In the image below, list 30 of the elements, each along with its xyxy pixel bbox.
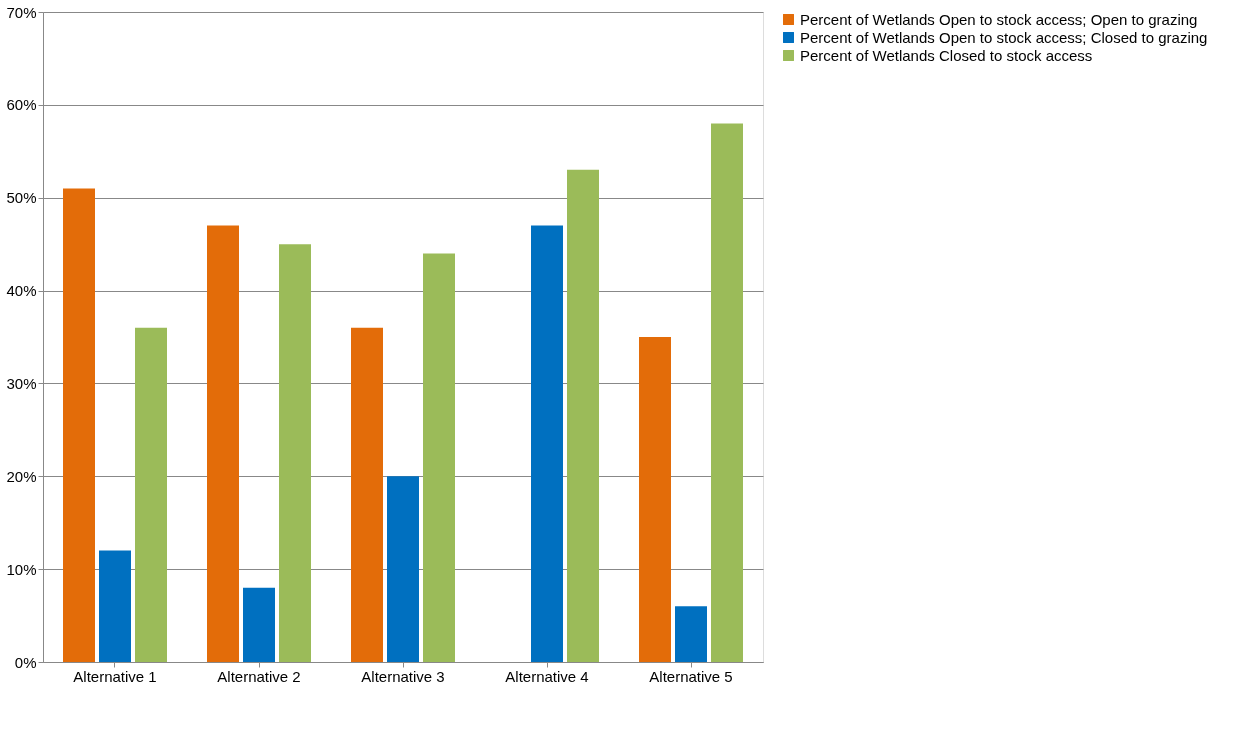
y-tick-label: 70%: [6, 3, 37, 21]
bar: [63, 188, 95, 662]
bar: [531, 225, 563, 662]
x-tick-label: Alternative 1: [73, 667, 157, 685]
y-tick-label: 60%: [6, 96, 37, 114]
bar: [279, 244, 311, 662]
y-tick-label: 40%: [6, 282, 37, 300]
bar: [351, 327, 383, 662]
x-tick-label: Alternative 5: [649, 667, 733, 685]
x-tick-label: Alternative 3: [361, 667, 445, 685]
legend-label: Percent of Wetlands Open to stock access; Closed to grazing: [800, 28, 1208, 46]
bar: [135, 327, 167, 662]
y-tick-label: 10%: [6, 560, 37, 578]
x-tick-label: Alternative 2: [217, 667, 301, 685]
legend-label: Percent of Wetlands Open to stock access; Open to grazing: [800, 10, 1198, 28]
x-tick-label: Alternative 4: [505, 667, 589, 685]
y-tick-label: 0%: [14, 653, 37, 671]
y-tick-label: 50%: [6, 189, 37, 207]
bar: [243, 587, 275, 662]
y-tick-label: 30%: [6, 374, 37, 392]
bar: [567, 169, 599, 662]
bar: [207, 225, 239, 662]
y-tick-label: 20%: [6, 467, 37, 485]
bar: [387, 476, 419, 662]
bar: [99, 550, 131, 662]
legend-label: Percent of Wetlands Closed to stock access: [800, 46, 1093, 64]
bar: [423, 253, 455, 662]
bar: [639, 337, 671, 662]
bar: [711, 123, 743, 662]
bar: [675, 606, 707, 662]
